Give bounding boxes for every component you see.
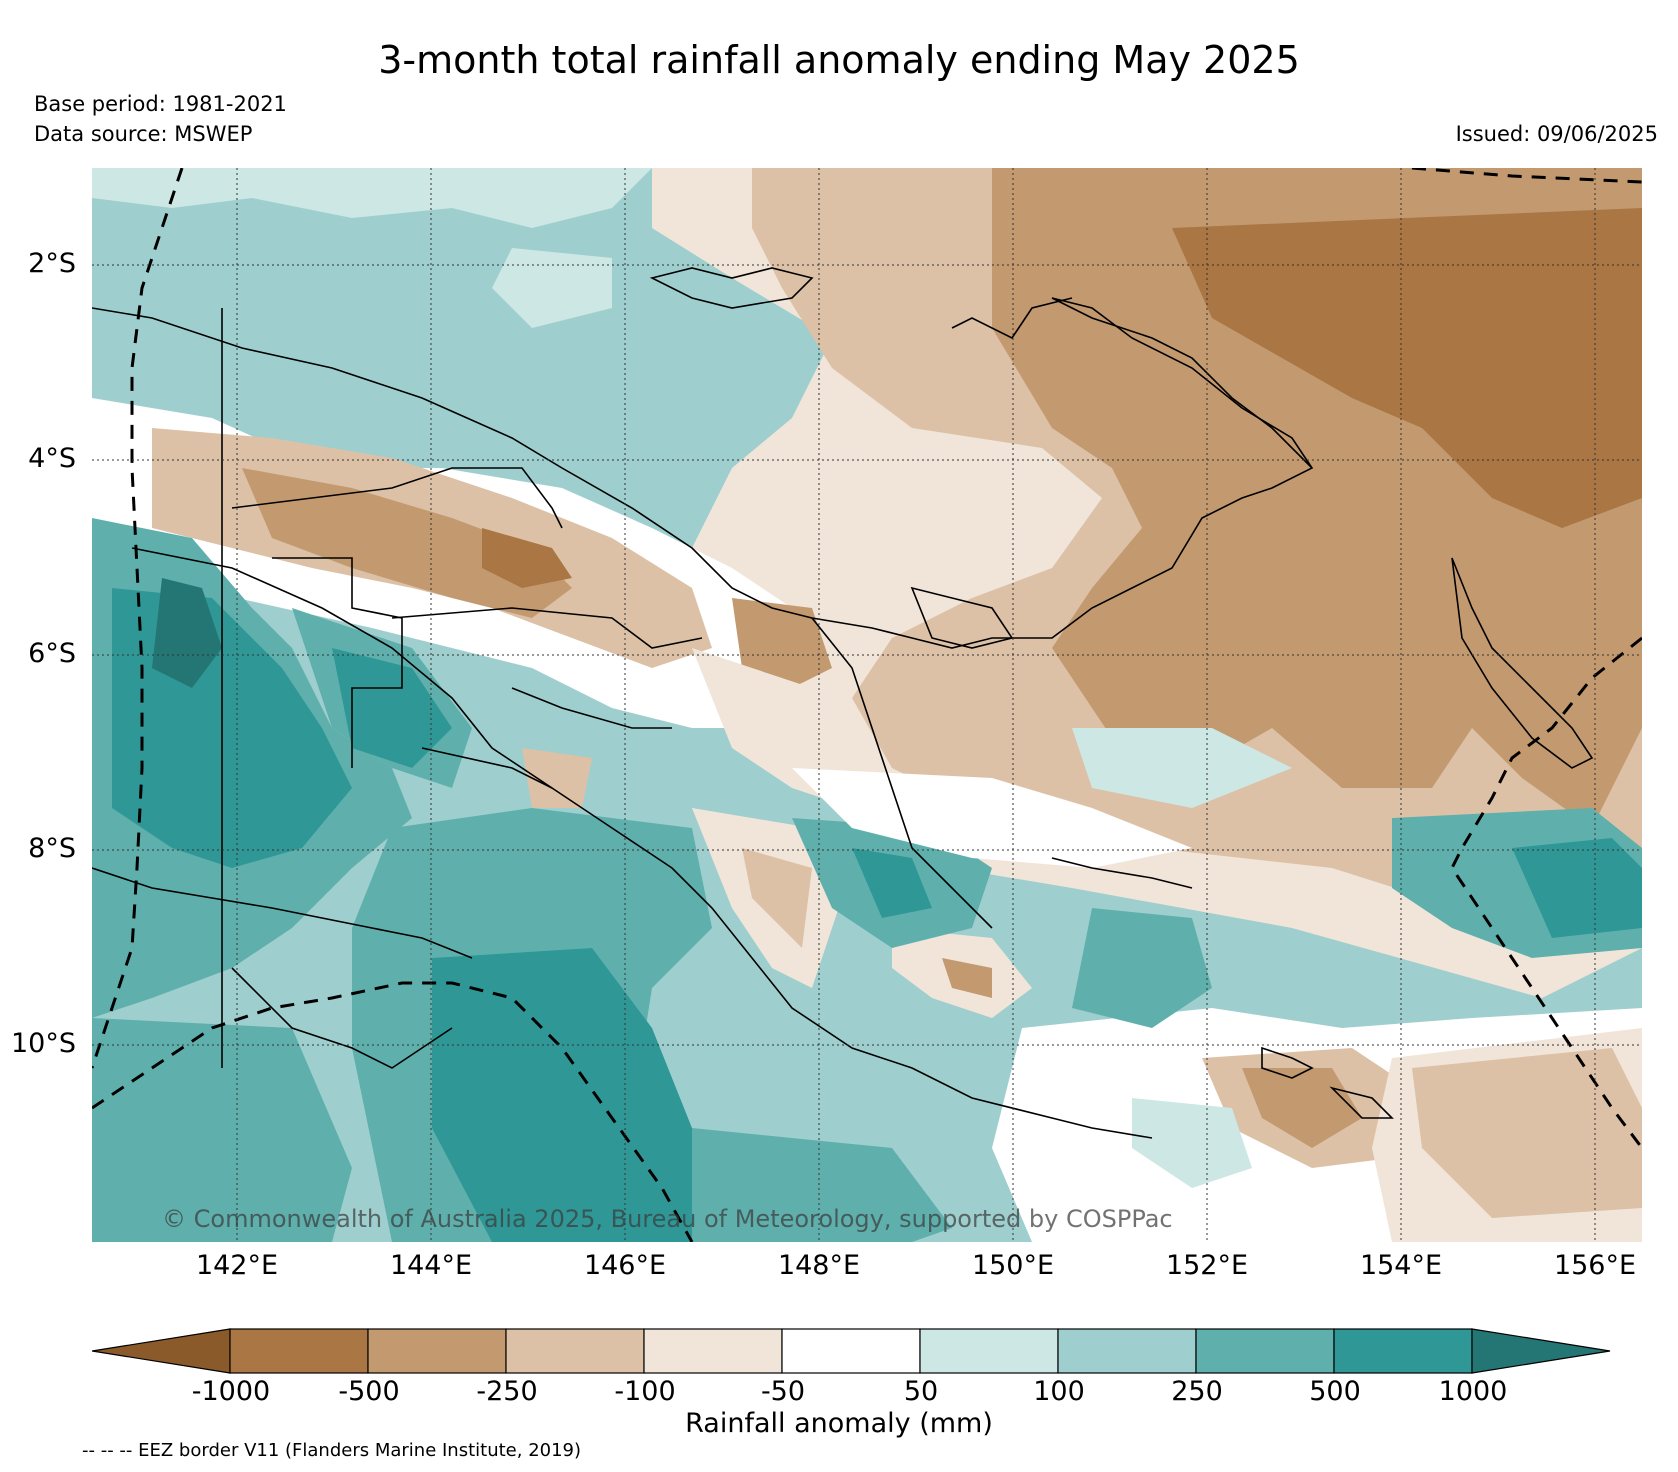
colorbar-tick: -250: [476, 1376, 538, 1407]
lat-label-2s: 2°S: [28, 248, 76, 279]
colorbar-segment: [1333, 1328, 1473, 1374]
lat-label-4s: 4°S: [28, 443, 76, 474]
colorbar-segment: [229, 1328, 369, 1374]
lon-label-150e: 150°E: [971, 1250, 1055, 1281]
lon-label-146e: 146°E: [583, 1250, 667, 1281]
southeast-dry-zone: [992, 1008, 1642, 1242]
lon-label-154e: 154°E: [1359, 1250, 1443, 1281]
colorbar-segment: [781, 1328, 921, 1374]
copyright-notice: © Commonwealth of Australia 2025, Bureau…: [162, 1205, 1173, 1233]
colorbar-segment: [367, 1328, 507, 1374]
eez-borders: [92, 168, 1642, 1242]
lon-label-148e: 148°E: [777, 1250, 861, 1281]
base-period-label: Base period: 1981-2021: [34, 92, 287, 116]
colorbar-tick: -1000: [191, 1376, 271, 1407]
data-source-label: Data source: MSWEP: [34, 122, 253, 146]
colorbar-segment: [1057, 1328, 1197, 1374]
colorbar-extend-low: [92, 1328, 231, 1374]
rainfall-anomaly-map: [92, 168, 1642, 1242]
eez-border-note: -- -- -- EEZ border V11 (Flanders Marine…: [82, 1440, 582, 1461]
colorbar-tick: 250: [1171, 1376, 1223, 1407]
map-title: 3-month total rainfall anomaly ending Ma…: [378, 38, 1300, 82]
colorbar-segment: [643, 1328, 783, 1374]
colorbar: [92, 1328, 1611, 1374]
colorbar-label: Rainfall anomaly (mm): [685, 1408, 993, 1439]
colorbar-tick: 50: [903, 1376, 939, 1407]
lat-label-6s: 6°S: [28, 638, 76, 669]
colorbar-tick: -500: [338, 1376, 400, 1407]
colorbar-segment: [919, 1328, 1059, 1374]
light-wet-bands: [92, 168, 1292, 1188]
lon-label-156e: 156°E: [1553, 1250, 1637, 1281]
colorbar-segment: [505, 1328, 645, 1374]
lat-label-8s: 8°S: [28, 833, 76, 864]
lat-label-10s: 10°S: [11, 1028, 76, 1059]
colorbar-tick: 500: [1309, 1376, 1361, 1407]
colorbar-tick: 1000: [1438, 1376, 1508, 1407]
colorbar-tick: -50: [760, 1376, 806, 1407]
coastlines: [92, 267, 1594, 1139]
lon-label-144e: 144°E: [389, 1250, 473, 1281]
colorbar-tick: 100: [1033, 1376, 1085, 1407]
colorbar-tick: -100: [614, 1376, 676, 1407]
issued-date-label: Issued: 09/06/2025: [1455, 122, 1658, 146]
graticule: [92, 168, 1642, 1242]
highlands-dry-pockets: [92, 398, 1032, 1018]
colorbar-extend-high: [1471, 1328, 1611, 1374]
lon-label-152e: 152°E: [1165, 1250, 1249, 1281]
colorbar-segment: [1195, 1328, 1335, 1374]
lon-label-142e: 142°E: [195, 1250, 279, 1281]
